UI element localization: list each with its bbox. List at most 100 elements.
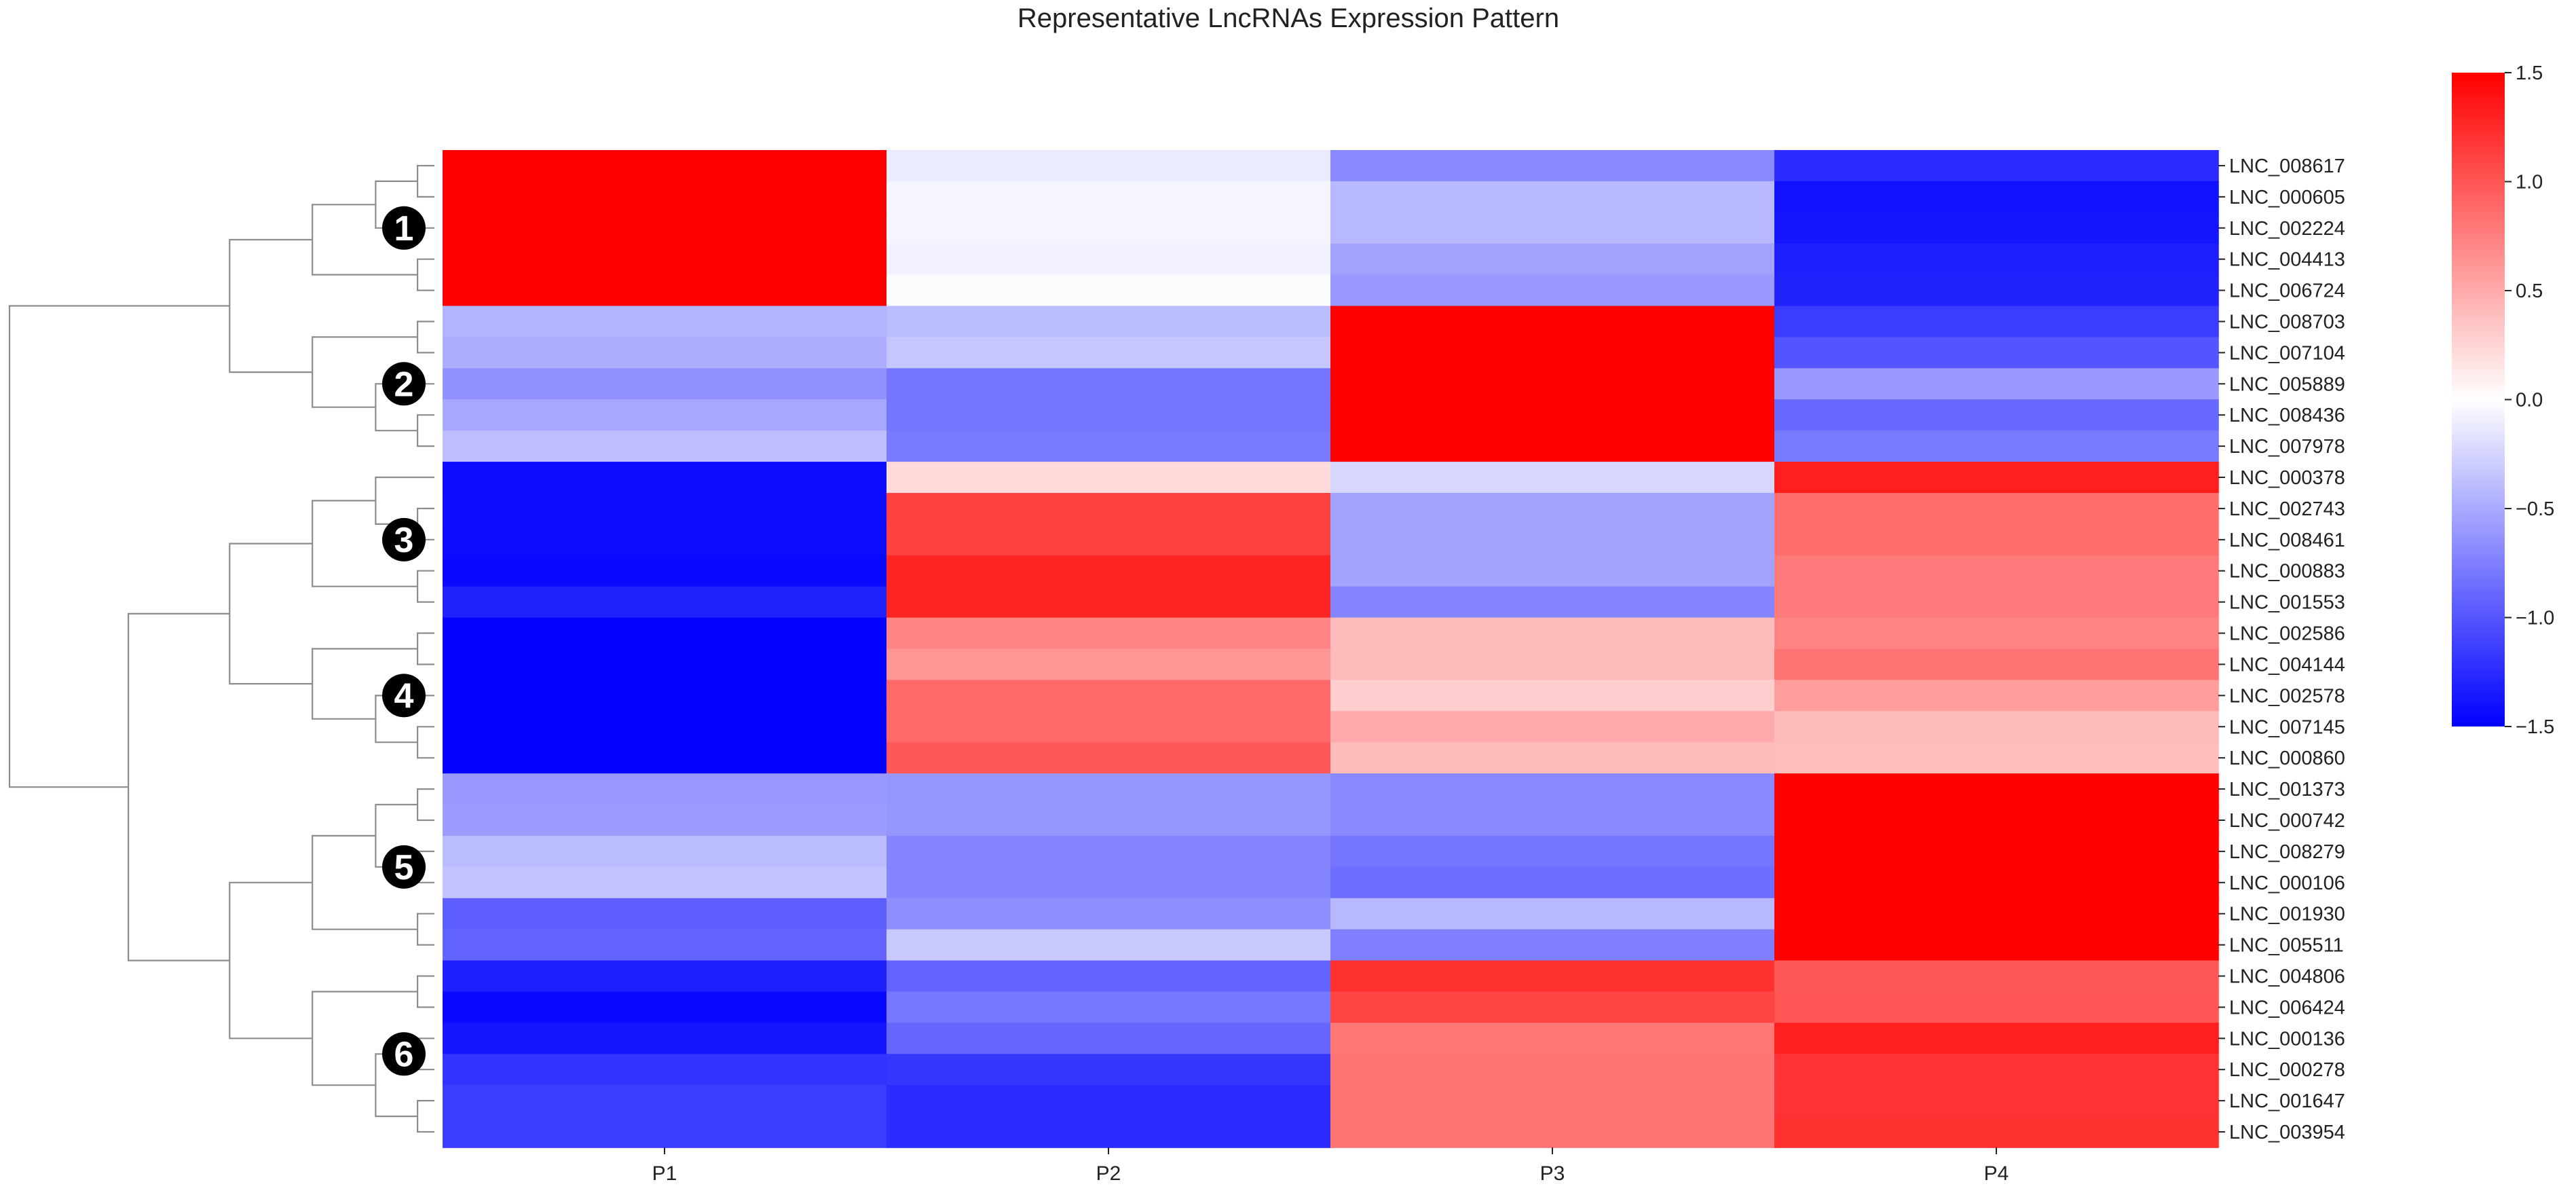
- row-label: LNC_001647: [2229, 1090, 2345, 1112]
- dendrogram-link: [417, 570, 434, 603]
- heatmap-cell: [886, 523, 1331, 556]
- heatmap-cell: [1330, 430, 1775, 462]
- row-label: LNC_004806: [2229, 966, 2345, 988]
- heatmap-cell: [1330, 680, 1775, 712]
- row-label: LNC_007145: [2229, 716, 2345, 738]
- colorbar-tick-label: −1.0: [2516, 608, 2554, 629]
- row-label: LNC_008461: [2229, 530, 2345, 551]
- row-label: LNC_000742: [2229, 810, 2345, 832]
- heatmap-cell: [1330, 898, 1775, 930]
- heatmap-cell: [1774, 711, 2219, 743]
- dendrogram-link: [417, 414, 434, 447]
- row-label: LNC_002586: [2229, 623, 2345, 645]
- heatmap-cell: [886, 150, 1331, 182]
- heatmap-cell: [1774, 742, 2219, 774]
- colorbar-gradient: [2452, 73, 2505, 727]
- row-label: LNC_000106: [2229, 872, 2345, 894]
- heatmap-cell: [1774, 1116, 2219, 1148]
- chart-title: Representative LncRNAs Expression Patter…: [1018, 3, 1559, 33]
- heatmap-cell: [1330, 805, 1775, 836]
- cluster-marker-icon: [382, 517, 426, 562]
- heatmap-cell: [1774, 617, 2219, 650]
- heatmap-cell: [1774, 680, 2219, 712]
- row-label: LNC_008279: [2229, 841, 2345, 863]
- heatmap-cell: [1330, 586, 1775, 619]
- heatmap-cell: [1774, 274, 2219, 307]
- heatmap-cell: [1330, 1085, 1775, 1117]
- row-label: LNC_002743: [2229, 498, 2345, 520]
- heatmap-cell: [443, 617, 887, 650]
- heatmap-cell: [1330, 648, 1775, 681]
- dendrogram-link: [8, 305, 230, 788]
- row-label: LNC_008703: [2229, 311, 2345, 333]
- heatmap-cell: [443, 306, 887, 338]
- heatmap-cell: [1330, 742, 1775, 774]
- colorbar-tick-label: 0.0: [2516, 390, 2543, 411]
- dendrogram-link: [128, 612, 230, 961]
- dendrogram-link: [417, 632, 434, 665]
- column-label: P2: [1096, 1162, 1121, 1185]
- heatmap-cell: [1330, 243, 1775, 276]
- row-label: LNC_000860: [2229, 748, 2345, 769]
- heatmap-cell: [886, 337, 1331, 369]
- cluster-number: 2: [394, 365, 414, 404]
- heatmap-cell: [443, 648, 887, 681]
- heatmap-cell: [886, 742, 1331, 774]
- heatmap-cell: [443, 805, 887, 836]
- colorbar-tick-label: 0.5: [2516, 280, 2543, 302]
- heatmap-cell: [1330, 960, 1775, 993]
- heatmap-cell: [1774, 805, 2219, 836]
- heatmap-cell: [1330, 212, 1775, 244]
- cluster-number: 5: [394, 848, 414, 887]
- dendrogram-link: [417, 320, 434, 354]
- heatmap-cell: [886, 181, 1331, 213]
- row-label: LNC_000378: [2229, 467, 2345, 489]
- row-label: LNC_004144: [2229, 654, 2345, 676]
- heatmap-cell: [1330, 523, 1775, 556]
- heatmap-cell: [443, 711, 887, 743]
- dendrogram-link: [417, 913, 434, 946]
- heatmap-cell: [886, 866, 1331, 899]
- heatmap-cell: [443, 150, 887, 182]
- heatmap-cell: [443, 462, 887, 494]
- heatmap-cell: [1774, 1054, 2219, 1086]
- row-label: LNC_002224: [2229, 218, 2345, 240]
- dendrogram-link: [417, 726, 434, 759]
- heatmap-cell: [443, 368, 887, 401]
- heatmap-cell: [443, 991, 887, 1024]
- heatmap-cell: [886, 1054, 1331, 1086]
- cluster-number: 1: [394, 209, 414, 249]
- row-label: LNC_006724: [2229, 280, 2345, 302]
- heatmap-cell: [1330, 462, 1775, 494]
- heatmap-cell: [1774, 835, 2219, 868]
- cluster-markers: 1 2 3 4 5 6: [382, 206, 426, 1076]
- heatmap-cell: [1330, 306, 1775, 338]
- heatmap-cell: [443, 555, 887, 587]
- heatmap-cell: [886, 680, 1331, 712]
- row-label: LNC_001553: [2229, 592, 2345, 614]
- heatmap-cell: [443, 337, 887, 369]
- heatmap-cell: [1774, 586, 2219, 619]
- row-label: LNC_007104: [2229, 342, 2345, 364]
- dendrogram-link: [417, 788, 434, 822]
- heatmap-cell: [1774, 929, 2219, 961]
- heatmap-cell: [443, 523, 887, 556]
- heatmap-cell: [886, 960, 1331, 993]
- heatmap-cell: [1774, 462, 2219, 494]
- heatmap-cell: [1774, 150, 2219, 182]
- cluster-marker-icon: [382, 845, 426, 889]
- heatmap-cell: [443, 181, 887, 213]
- heatmap-cell: [443, 430, 887, 462]
- colorbar-tick-label: 1.0: [2516, 172, 2543, 194]
- heatmap-cell: [443, 274, 887, 307]
- heatmap-cell: [1330, 866, 1775, 899]
- heatmap-cell: [443, 1054, 887, 1086]
- heatmap-cell: [886, 773, 1331, 805]
- heatmap-cell: [886, 835, 1331, 868]
- heatmap-cell: [443, 835, 887, 868]
- dendrogram-link: [229, 881, 313, 1040]
- heatmap-cell: [1774, 430, 2219, 462]
- heatmap-cell: [886, 306, 1331, 338]
- heatmap-cell: [886, 212, 1331, 244]
- heatmap-cell: [1330, 337, 1775, 369]
